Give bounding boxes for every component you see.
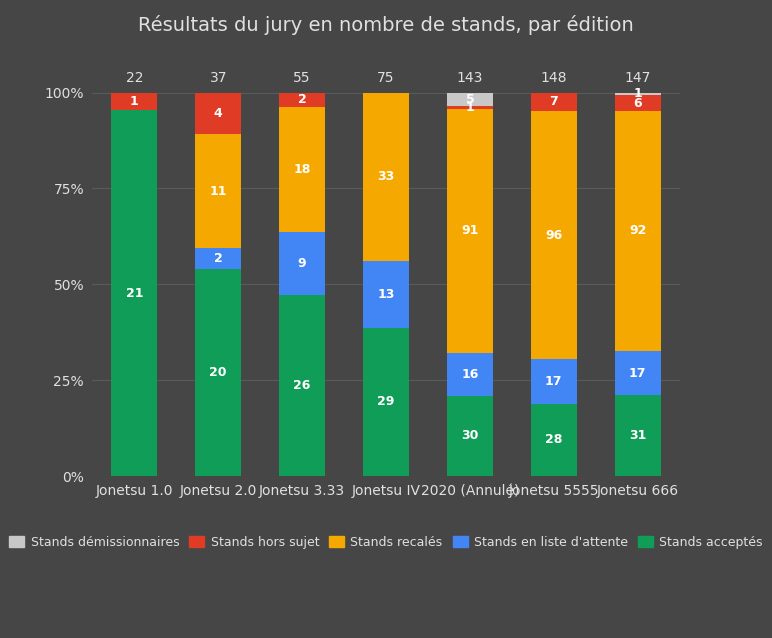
Text: 7: 7 [550, 95, 558, 108]
Bar [447, 396, 493, 476]
Bar [363, 93, 409, 262]
Text: 1: 1 [130, 95, 139, 108]
Text: 75: 75 [378, 71, 394, 85]
Text: 33: 33 [378, 170, 394, 184]
Bar [530, 359, 577, 403]
Bar [363, 328, 409, 476]
Bar [195, 93, 242, 134]
Bar [195, 269, 242, 476]
Bar [615, 351, 661, 395]
Text: 30: 30 [461, 429, 479, 442]
Text: 9: 9 [298, 257, 306, 270]
Text: 2: 2 [298, 93, 306, 106]
Bar [615, 95, 661, 111]
Bar [195, 248, 242, 269]
Text: 143: 143 [457, 71, 483, 85]
Text: 96: 96 [545, 228, 562, 242]
Text: 31: 31 [629, 429, 646, 442]
Text: 21: 21 [126, 286, 143, 300]
Text: 91: 91 [461, 224, 479, 237]
Text: 20: 20 [209, 366, 227, 379]
Bar [615, 93, 661, 95]
Text: 17: 17 [545, 375, 563, 388]
Text: 4: 4 [214, 107, 222, 120]
Text: 16: 16 [461, 367, 479, 381]
Bar [447, 108, 493, 353]
Text: 147: 147 [625, 71, 651, 85]
Text: 26: 26 [293, 379, 311, 392]
Bar [111, 93, 157, 110]
Bar [530, 93, 577, 111]
Text: 92: 92 [629, 225, 646, 237]
Bar [111, 110, 157, 476]
Text: 148: 148 [540, 71, 567, 85]
Bar [530, 403, 577, 476]
Bar [615, 111, 661, 351]
Bar [363, 262, 409, 328]
Bar [447, 106, 493, 108]
Bar [279, 93, 325, 107]
Text: 13: 13 [378, 288, 394, 301]
Text: 2: 2 [214, 252, 222, 265]
Text: 29: 29 [378, 396, 394, 408]
Text: 6: 6 [633, 96, 642, 110]
Text: 1: 1 [633, 87, 642, 100]
Bar [447, 93, 493, 106]
Text: 22: 22 [126, 71, 143, 85]
Text: 37: 37 [209, 71, 227, 85]
Bar [615, 395, 661, 476]
Text: 55: 55 [293, 71, 311, 85]
Text: 1: 1 [466, 101, 474, 114]
Bar [195, 134, 242, 248]
Bar [279, 107, 325, 232]
Text: 17: 17 [629, 367, 646, 380]
Text: 11: 11 [209, 184, 227, 198]
Title: Résultats du jury en nombre de stands, par édition: Résultats du jury en nombre de stands, p… [138, 15, 634, 35]
Text: 28: 28 [545, 433, 563, 447]
Bar [530, 111, 577, 359]
Text: 18: 18 [293, 163, 311, 176]
Legend: Stands démissionnaires, Stands hors sujet, Stands recalés, Stands en liste d'att: Stands démissionnaires, Stands hors suje… [9, 536, 763, 549]
Bar [447, 353, 493, 396]
Text: 5: 5 [466, 93, 474, 106]
Bar [279, 295, 325, 476]
Bar [279, 232, 325, 295]
